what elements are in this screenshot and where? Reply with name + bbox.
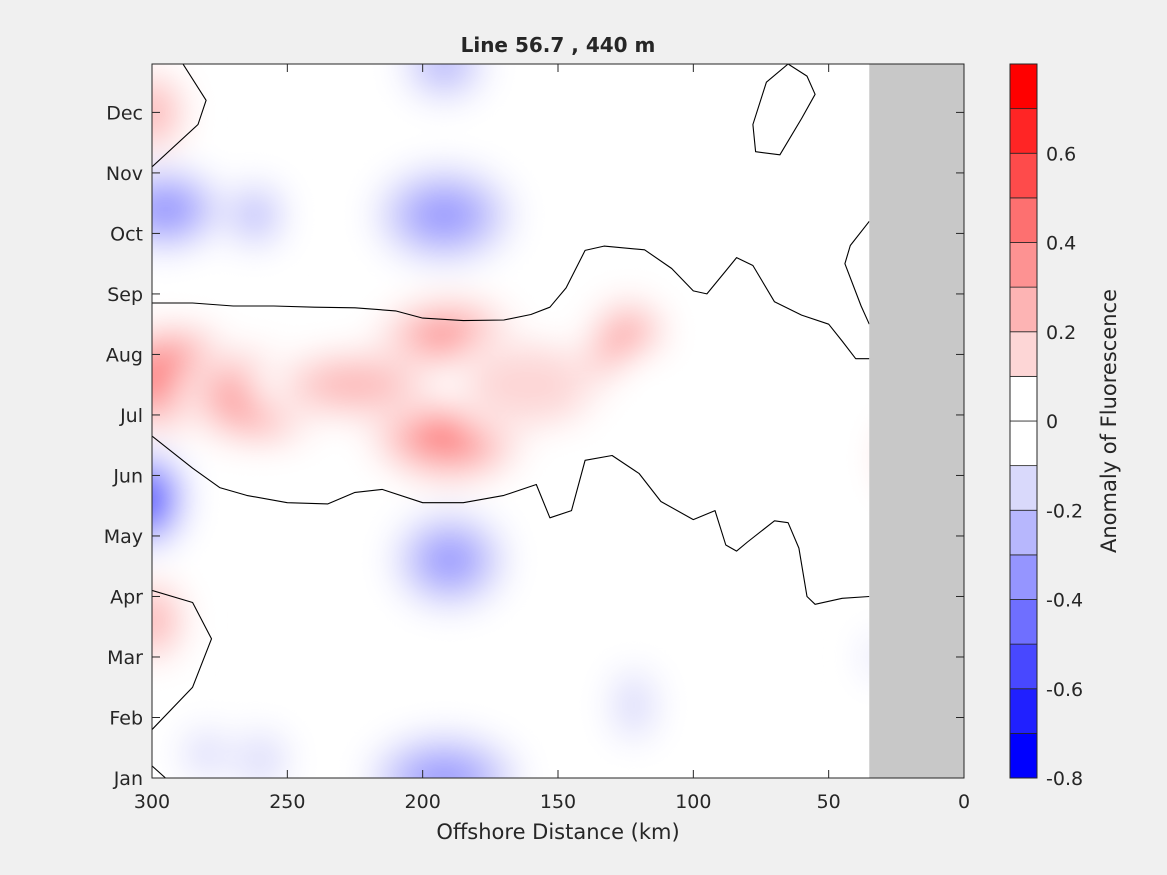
y-tick-label: Jan — [113, 768, 143, 790]
colorbar-tick-label: 0.4 — [1046, 233, 1076, 255]
no-data-region — [869, 64, 964, 778]
anomaly-band — [238, 196, 272, 235]
colorbar-cell — [1009, 420, 1038, 467]
colorbar-cell — [1009, 688, 1038, 734]
anomaly-band — [152, 484, 160, 515]
plot-area: 300 250 200 150 100 50 0 Jan Feb Mar Apr May Jun Jul A… — [104, 63, 970, 813]
colorbar-cell — [1009, 509, 1038, 556]
colorbar-tick-label: -0.4 — [1046, 590, 1083, 612]
colorbar-cell — [1009, 599, 1038, 645]
colorbar-ticks: -0.8 -0.6 -0.4 -0.2 0 0.2 0.4 0.6 — [1046, 143, 1083, 790]
anomaly-band — [425, 539, 475, 582]
anomaly-band — [610, 138, 641, 184]
colorbar-tick-label: 0.2 — [1046, 322, 1076, 344]
zero-contour-mar-loop — [152, 589, 213, 730]
y-tick-label: Nov — [106, 163, 143, 185]
anomaly-band — [411, 759, 478, 778]
x-tick-label: 150 — [540, 791, 576, 813]
axis-ticks: 300 250 200 150 100 50 0 Jan Feb Mar Apr May Jun Jul A… — [104, 64, 970, 813]
zero-contour-upper — [152, 245, 870, 360]
x-tick-label: 300 — [134, 791, 170, 813]
colorbar-cell — [1009, 286, 1038, 333]
x-tick-label: 100 — [675, 791, 711, 813]
anomaly-band — [152, 603, 166, 638]
anomaly-band — [306, 365, 404, 404]
colorbar-tick-label: 0 — [1046, 411, 1058, 433]
colorbar-cell — [1009, 554, 1038, 600]
anomaly-band — [184, 731, 228, 777]
zero-contour-dec-circle — [752, 64, 816, 156]
y-tick-label: Mar — [107, 647, 143, 669]
colorbar-cell — [1009, 197, 1038, 243]
y-tick-label: Jul — [119, 405, 143, 427]
colorbar-tick-label: -0.8 — [1046, 768, 1083, 790]
colorbar-cell — [1009, 465, 1038, 511]
y-tick-label: Oct — [110, 223, 143, 245]
anomaly-band — [152, 195, 185, 224]
anomaly-band — [420, 64, 469, 86]
zero-contour-lines — [152, 64, 870, 778]
colorbar-cell — [1009, 242, 1038, 288]
colorbar-tick-label: 0.6 — [1046, 143, 1076, 165]
anomaly-band — [613, 671, 654, 739]
anomaly-band — [257, 64, 318, 83]
anomaly-band — [235, 733, 286, 778]
zero-contour-dec-loop — [152, 64, 207, 168]
zero-contour-right-arc — [844, 220, 870, 325]
y-tick-label: Aug — [106, 344, 143, 366]
colorbar-cell — [1009, 108, 1038, 154]
x-tick-label: 0 — [958, 791, 970, 813]
x-tick-label: 250 — [269, 791, 305, 813]
y-tick-label: Dec — [106, 102, 143, 124]
colorbar-frame — [1009, 63, 1038, 779]
colorbar-tick-label: -0.2 — [1046, 500, 1083, 522]
colorbar-tick-label: -0.6 — [1046, 679, 1083, 701]
x-tick-label: 200 — [405, 791, 441, 813]
colorbar-cell — [1009, 331, 1038, 377]
anomaly-band — [414, 194, 475, 237]
zero-contour-lower — [152, 435, 870, 605]
zero-contour-jan-corner — [152, 765, 166, 778]
colorbar-cell — [1009, 375, 1038, 422]
colorbar-cells — [1009, 63, 1038, 779]
colorbar-cell — [1009, 152, 1038, 199]
colorbar-cell — [1009, 63, 1038, 110]
y-tick-label: May — [104, 526, 143, 548]
colorbar-label: Anomaly of Fluorescence — [1097, 289, 1121, 553]
anomaly-band — [488, 360, 574, 409]
chart-title: Line 56.7 , 440 m — [461, 33, 656, 57]
anomaly-band — [624, 365, 708, 441]
y-tick-label: Sep — [107, 284, 143, 306]
colorbar-cell — [1009, 643, 1038, 690]
colorbar: -0.8 -0.6 -0.4 -0.2 0 0.2 0.4 0.6 Anomaly of Fl… — [1009, 63, 1121, 790]
anomaly-band — [152, 492, 155, 508]
y-tick-label: Apr — [110, 586, 143, 608]
colorbar-cell — [1009, 732, 1038, 779]
x-tick-label: 50 — [817, 791, 841, 813]
y-tick-label: Feb — [109, 707, 143, 729]
y-tick-label: Jun — [112, 465, 143, 487]
x-axis-label: Offshore Distance (km) — [436, 820, 679, 844]
anomaly-band — [213, 501, 281, 547]
